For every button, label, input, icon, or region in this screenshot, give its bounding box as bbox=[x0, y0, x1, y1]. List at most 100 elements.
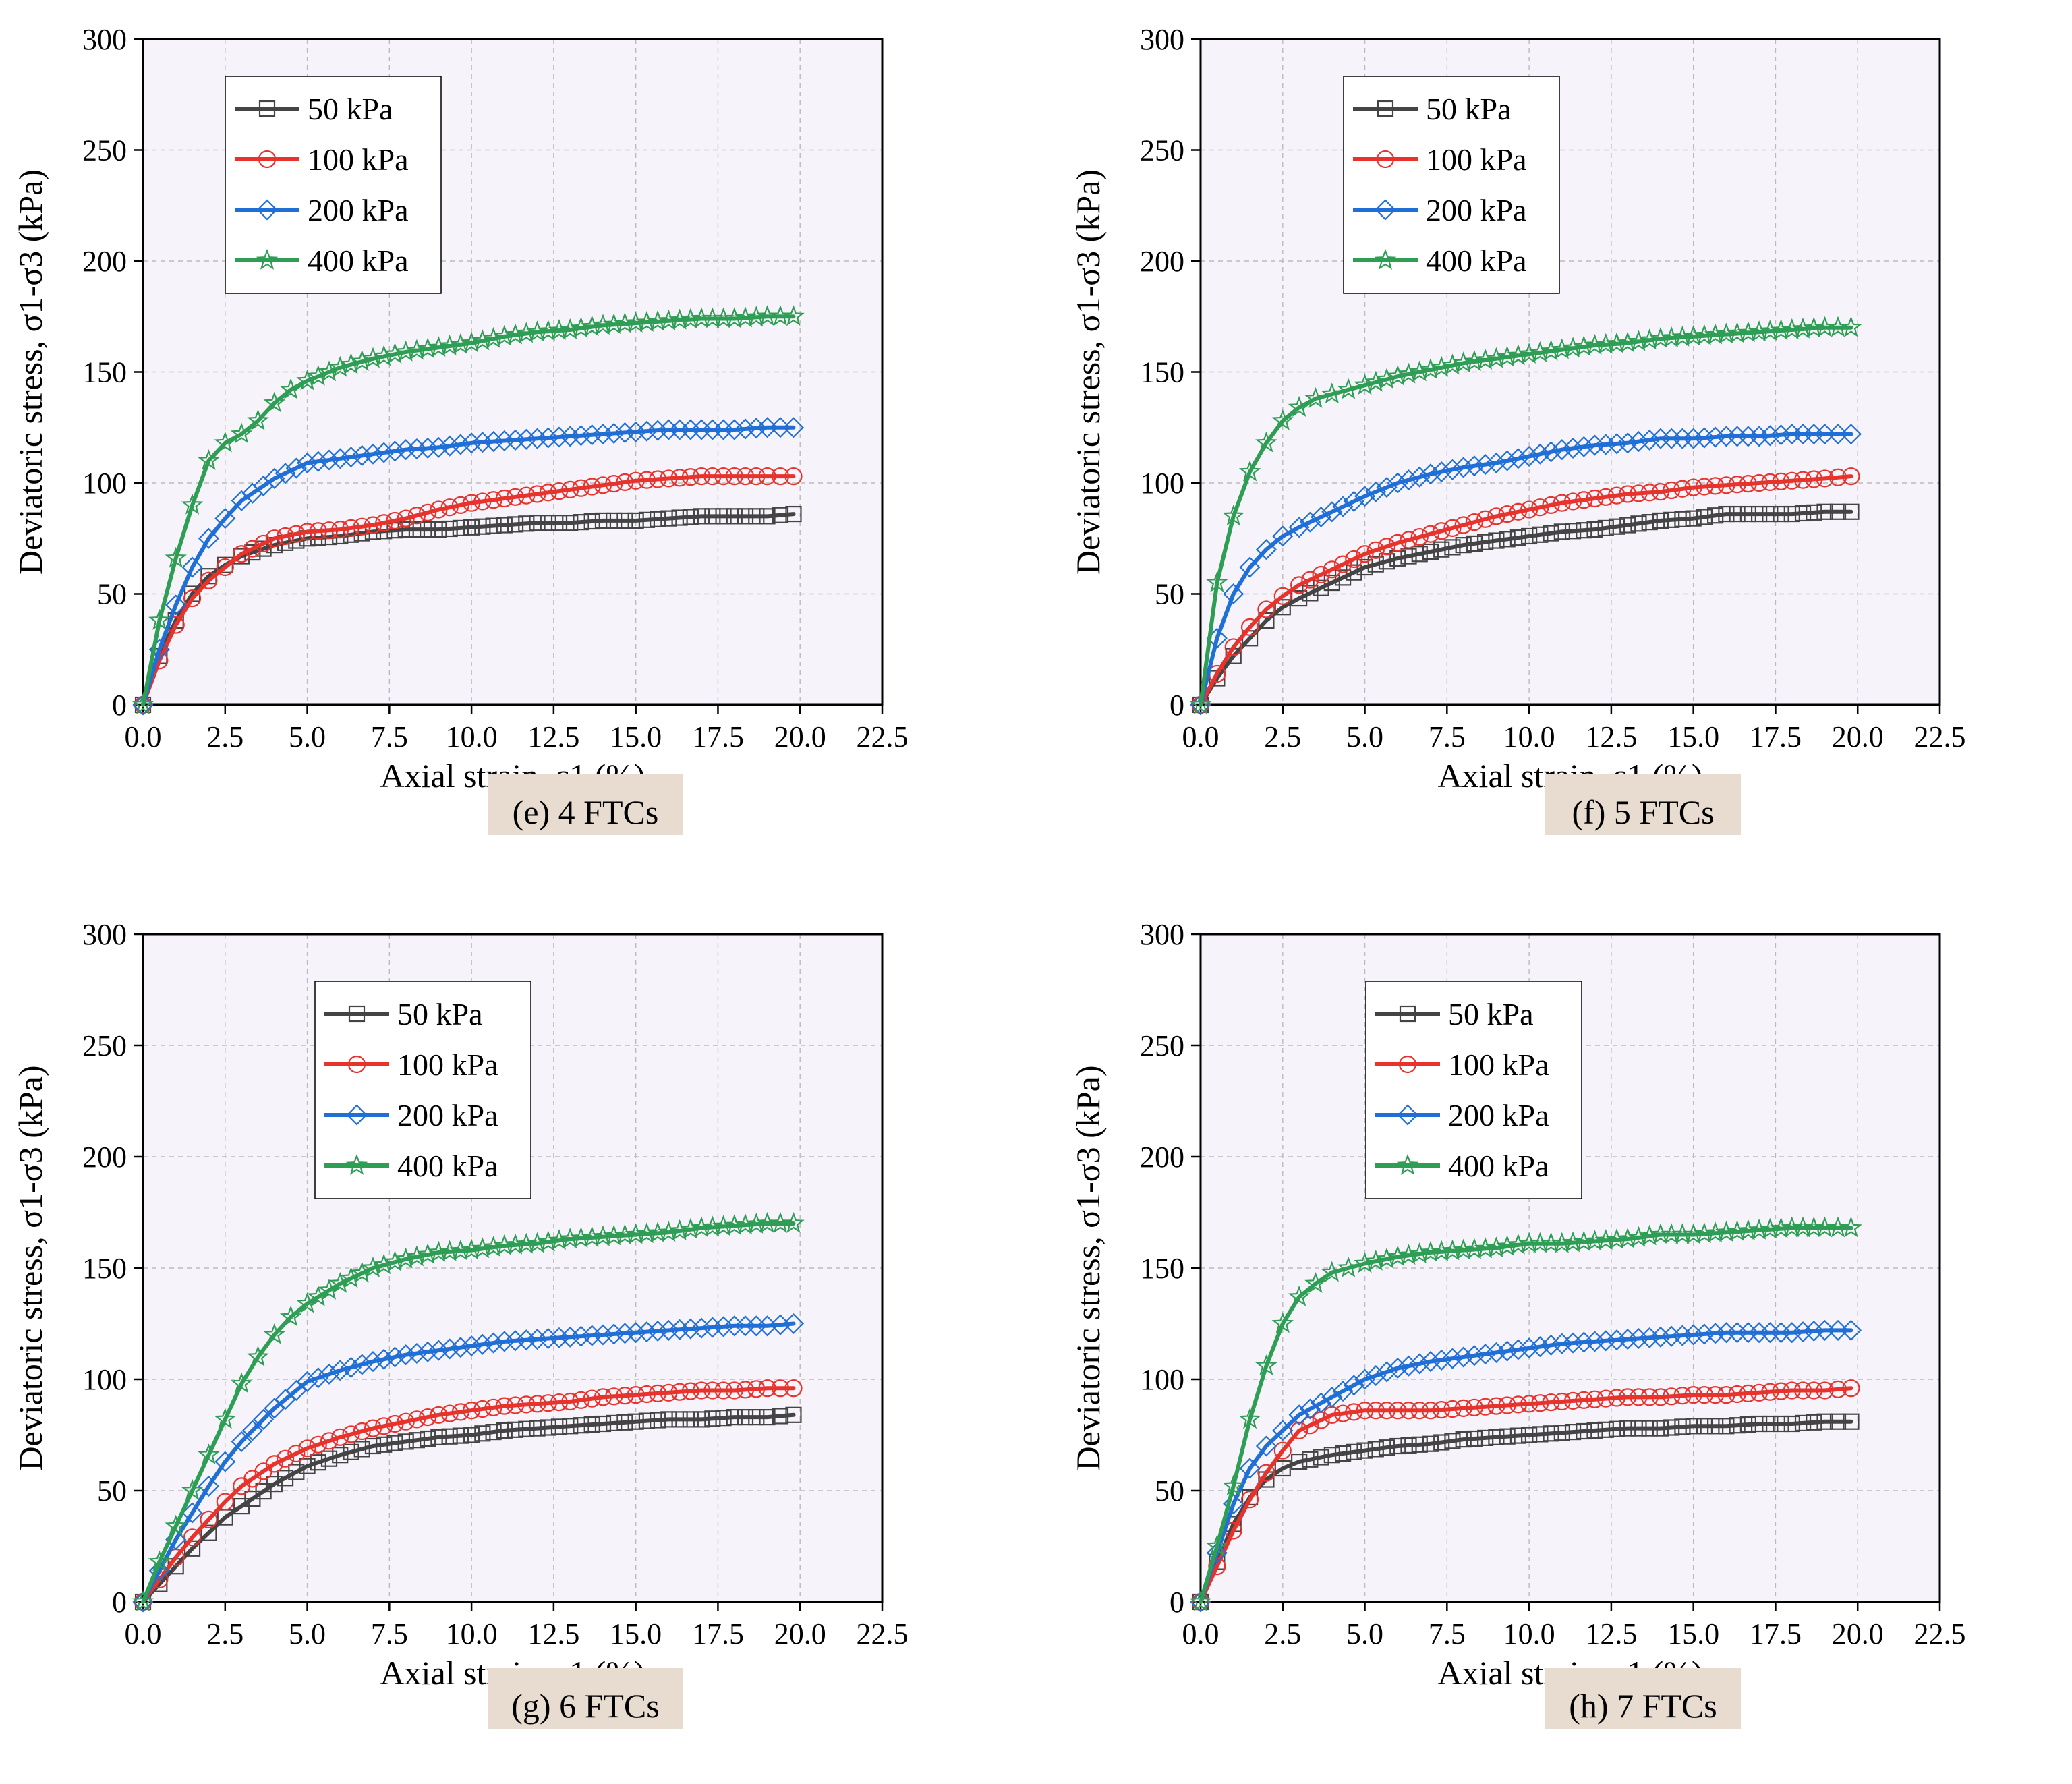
data-point bbox=[1452, 1238, 1474, 1260]
legend: 50 kPa 100 kPa 200 kPa 400 kPa bbox=[314, 981, 531, 1199]
data-point bbox=[515, 322, 538, 343]
data-point bbox=[471, 1333, 493, 1355]
data-point bbox=[1584, 1331, 1606, 1352]
data-point bbox=[1301, 571, 1319, 589]
legend-label: 100 kPa bbox=[1426, 142, 1527, 177]
data-point bbox=[288, 1464, 305, 1480]
legend-label: 50 kPa bbox=[308, 92, 393, 126]
data-point bbox=[548, 318, 571, 340]
data-point bbox=[1683, 428, 1704, 449]
y-tick-label: 0 bbox=[1170, 1586, 1184, 1619]
data-point bbox=[1671, 1325, 1693, 1346]
data-point bbox=[646, 1221, 669, 1243]
data-point bbox=[603, 422, 625, 444]
series-100-kpa bbox=[1191, 467, 1860, 714]
data-point bbox=[1453, 457, 1474, 478]
data-point bbox=[1561, 337, 1584, 358]
data-point bbox=[1584, 434, 1606, 456]
data-point bbox=[1638, 328, 1661, 350]
legend-label: 400 kPa bbox=[308, 243, 409, 278]
data-point bbox=[526, 1232, 548, 1253]
y-tick-label: 200 bbox=[1140, 245, 1184, 278]
data-point bbox=[724, 1315, 745, 1337]
data-point bbox=[1693, 1222, 1716, 1244]
legend-marker bbox=[346, 1104, 368, 1126]
data-point bbox=[636, 1321, 658, 1343]
data-point bbox=[1727, 426, 1748, 447]
y-axis-title: Deviatoric stress, σ1-σ3 (kPa) bbox=[11, 1066, 49, 1471]
series-100-kpa bbox=[134, 467, 803, 714]
legend-label: 100 kPa bbox=[308, 142, 409, 177]
y-tick-label: 0 bbox=[112, 689, 127, 722]
x-tick-label: 0.0 bbox=[125, 720, 162, 753]
data-point bbox=[1240, 618, 1259, 636]
data-point bbox=[1617, 1329, 1638, 1350]
data-point bbox=[1781, 318, 1804, 339]
legend-marker bbox=[1397, 1104, 1418, 1126]
data-point bbox=[1671, 325, 1694, 347]
y-tick-label: 50 bbox=[97, 1474, 127, 1507]
data-point bbox=[690, 1216, 713, 1238]
data-point bbox=[214, 1451, 236, 1472]
data-point bbox=[570, 425, 592, 447]
data-point bbox=[1239, 556, 1261, 578]
data-point bbox=[1737, 1219, 1760, 1240]
data-point bbox=[680, 1318, 701, 1340]
data-point bbox=[1463, 1238, 1486, 1259]
data-point bbox=[1562, 1332, 1584, 1354]
data-point bbox=[1715, 1322, 1737, 1344]
data-point bbox=[1333, 555, 1352, 573]
data-point bbox=[1693, 324, 1716, 345]
data-point bbox=[548, 426, 570, 448]
data-point bbox=[1573, 436, 1594, 457]
data-point bbox=[1737, 1322, 1759, 1344]
data-point bbox=[1605, 332, 1628, 353]
data-point bbox=[483, 1332, 505, 1354]
data-point bbox=[701, 1317, 723, 1338]
data-point bbox=[1301, 1416, 1319, 1435]
data-point bbox=[417, 437, 438, 459]
data-point bbox=[1398, 1244, 1420, 1265]
y-tick-label: 100 bbox=[1140, 1363, 1184, 1396]
data-point bbox=[1302, 585, 1319, 602]
data-point bbox=[494, 430, 515, 452]
series-50-kpa bbox=[1192, 503, 1860, 714]
y-tick-label: 50 bbox=[1155, 578, 1184, 611]
legend-label: 400 kPa bbox=[1426, 243, 1527, 278]
data-point bbox=[1573, 1331, 1594, 1353]
data-point bbox=[1431, 1349, 1452, 1371]
data-point bbox=[1272, 1420, 1294, 1441]
x-tick-label: 20.0 bbox=[1832, 1617, 1884, 1650]
data-point bbox=[461, 432, 482, 454]
x-tick-label: 5.0 bbox=[289, 1617, 326, 1650]
data-point bbox=[1628, 431, 1650, 453]
data-point bbox=[198, 527, 219, 549]
data-point bbox=[395, 340, 417, 362]
data-point bbox=[276, 1449, 295, 1468]
panel-caption: (f) 5 FTCs bbox=[1572, 793, 1714, 831]
y-tick-label: 200 bbox=[1140, 1141, 1184, 1174]
data-point bbox=[1313, 579, 1329, 596]
data-point bbox=[1628, 1327, 1650, 1350]
x-tick-label: 17.5 bbox=[1750, 1617, 1802, 1650]
data-point bbox=[1595, 1330, 1617, 1352]
legend-label: 50 kPa bbox=[1448, 997, 1534, 1031]
data-point bbox=[592, 1225, 614, 1246]
series-line bbox=[1199, 509, 1853, 707]
legend-marker bbox=[1375, 199, 1396, 221]
y-tick-label: 0 bbox=[112, 1586, 127, 1619]
data-point bbox=[782, 1313, 805, 1335]
y-axis-title: Deviatoric stress, σ1-σ3 (kPa) bbox=[1069, 169, 1107, 575]
data-point bbox=[1273, 1441, 1292, 1460]
caption-box bbox=[1545, 774, 1741, 835]
data-point bbox=[614, 1323, 635, 1344]
data-point bbox=[1639, 1327, 1661, 1348]
data-point bbox=[1671, 428, 1693, 449]
data-point bbox=[1323, 574, 1340, 592]
data-point bbox=[148, 1560, 170, 1582]
data-point bbox=[266, 1476, 283, 1493]
data-point bbox=[526, 1329, 548, 1350]
data-point bbox=[1682, 324, 1704, 346]
x-tick-label: 15.0 bbox=[1667, 1617, 1719, 1650]
data-point bbox=[1573, 1230, 1595, 1252]
